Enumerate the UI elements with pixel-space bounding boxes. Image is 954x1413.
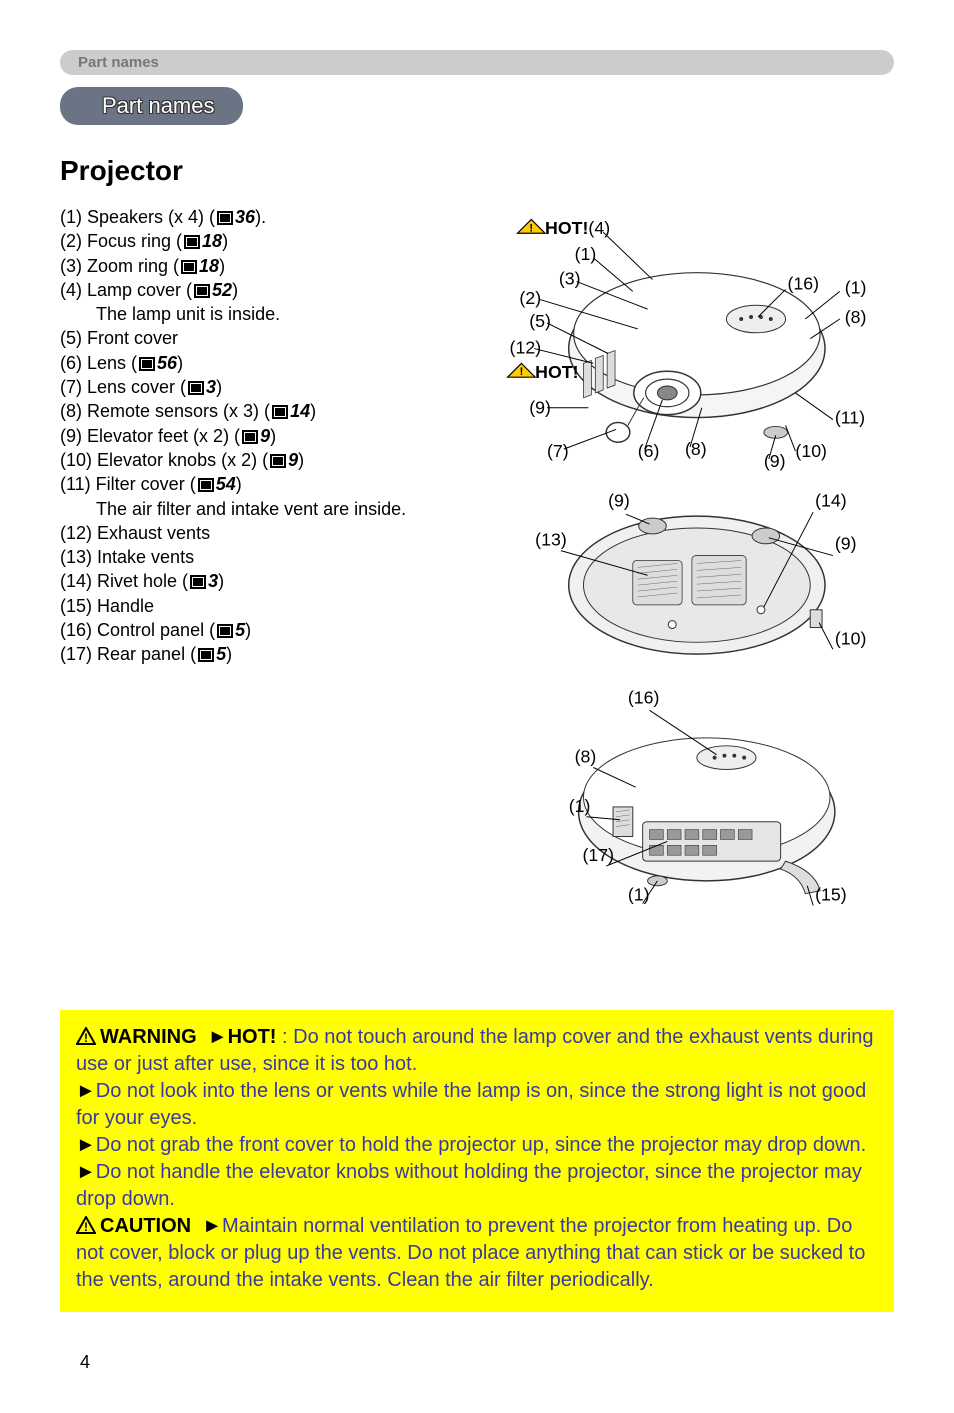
parts-list-item: (14) Rivet hole (3) [60,569,460,593]
warning-line-3: Do not grab the front cover to hold the … [96,1134,866,1156]
manual-ref-icon [184,235,200,249]
page-number: 4 [80,1352,894,1373]
callout-label: (4) [588,218,610,238]
callout-label: (12) [510,338,542,358]
caution-text: Maintain normal ventilation to prevent t… [76,1215,865,1291]
callout-label: (1) [628,885,650,905]
arrow-icon: ► [76,1161,96,1183]
arrow-icon: ► [76,1134,96,1156]
manual-ref-icon [139,357,155,371]
callout-label: (9) [529,398,551,418]
manual-ref-icon [198,478,214,492]
parts-list-subtext: The air filter and intake vent are insid… [60,497,460,521]
callout-label: (17) [583,845,615,865]
warning-title: WARNING [100,1026,197,1048]
parts-list-item: (8) Remote sensors (x 3) (14) [60,399,460,423]
callout-label: (2) [519,288,541,308]
callout-label: (16) [788,273,820,293]
callout-label: (6) [638,441,660,461]
parts-list-subtext: The lamp unit is inside. [60,302,460,326]
warning-line-4: Do not handle the elevator knobs without… [76,1161,862,1210]
header-bar: Part names [60,50,894,75]
callout-label: (9) [764,451,786,471]
callout-label: (7) [547,441,569,461]
callout-label: (10) [795,441,827,461]
callout-label: (11) [835,407,865,427]
svg-text:!: ! [84,1031,88,1045]
callout-label: (14) [815,490,847,510]
parts-list-item: (4) Lamp cover (52) [60,278,460,302]
manual-ref-icon [242,430,258,444]
callout-label: (1) [575,244,597,264]
callout-label: (10) [835,628,867,648]
callout-label: (8) [575,747,597,767]
parts-list-item: (12) Exhaust vents [60,521,460,545]
parts-list-item: (1) Speakers (x 4) (36). [60,205,460,229]
callout-label: HOT! [545,218,588,238]
parts-list-item: (10) Elevator knobs (x 2) (9) [60,448,460,472]
callout-label: (8) [685,439,707,459]
svg-text:!: ! [520,366,524,378]
callout-label: HOT! [535,362,578,382]
manual-ref-icon [272,405,288,419]
title-pill: Part names [60,87,243,125]
manual-ref-icon [217,211,233,225]
arrow-icon: ► [76,1080,96,1102]
callout-label: (9) [835,534,857,554]
manual-ref-icon [190,575,206,589]
callout-label: (16) [628,687,660,707]
callout-label: (8) [845,307,867,327]
projector-diagram: !HOT!!HOT!(4)(1)(3)(2)(5)(12)(9)(7)(6)(8… [480,205,894,985]
projector-view-1 [534,232,840,459]
svg-text:!: ! [84,1220,88,1234]
parts-list-item: (5) Front cover [60,326,460,350]
parts-list-item: (13) Intake vents [60,545,460,569]
hot-label: HOT! [228,1026,277,1048]
parts-list-item: (9) Elevator feet (x 2) (9) [60,424,460,448]
manual-ref-icon [188,381,204,395]
caution-triangle-icon: ! [76,1215,96,1233]
callout-label: (3) [559,269,581,289]
callout-label: (13) [535,530,567,550]
parts-list-item: (3) Zoom ring (18) [60,254,460,278]
arrow-icon: ► [208,1026,228,1048]
manual-ref-icon [181,260,197,274]
parts-list-item: (2) Focus ring (18) [60,229,460,253]
manual-ref-icon [194,284,210,298]
callout-label: (5) [529,311,551,331]
parts-list-item: (16) Control panel (5) [60,618,460,642]
manual-ref-icon [270,454,286,468]
section-title: Projector [60,155,894,187]
arrow-icon: ► [202,1215,222,1237]
projector-view-3 [579,710,835,905]
callout-label: (1) [845,277,867,297]
warning-triangle-icon: ! [76,1026,96,1044]
warning-line-2: Do not look into the lens or vents while… [76,1080,866,1129]
projector-view-2 [561,512,833,654]
diagram-area: !HOT!!HOT!(4)(1)(3)(2)(5)(12)(9)(7)(6)(8… [480,205,894,990]
main-columns: (1) Speakers (x 4) (36).(2) Focus ring (… [60,205,894,990]
parts-list-item: (17) Rear panel (5) [60,642,460,666]
parts-list-item: (15) Handle [60,594,460,618]
parts-list-item: (11) Filter cover (54) [60,472,460,496]
parts-list-item: (6) Lens (56) [60,351,460,375]
manual-ref-icon [217,624,233,638]
warning-box: !WARNING ►HOT! : Do not touch around the… [60,1010,894,1312]
callout-label: (15) [815,885,847,905]
parts-list: (1) Speakers (x 4) (36).(2) Focus ring (… [60,205,460,990]
callout-label: (9) [608,490,630,510]
callout-label: (1) [569,796,591,816]
parts-list-item: (7) Lens cover (3) [60,375,460,399]
caution-title: CAUTION [100,1215,191,1237]
svg-text:!: ! [529,222,533,234]
manual-ref-icon [198,648,214,662]
